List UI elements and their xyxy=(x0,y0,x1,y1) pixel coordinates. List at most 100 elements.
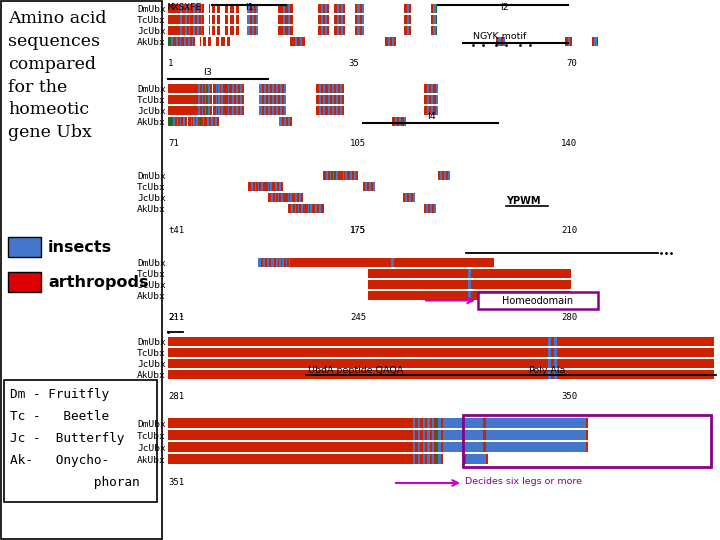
Bar xyxy=(205,106,206,115)
Bar xyxy=(203,95,205,104)
Bar xyxy=(255,182,256,191)
Bar xyxy=(226,84,228,93)
Bar xyxy=(238,95,240,104)
Bar xyxy=(289,193,290,202)
Bar xyxy=(265,182,268,191)
Text: Poly-Ala: Poly-Ala xyxy=(528,366,565,375)
Bar xyxy=(238,84,240,93)
Bar xyxy=(168,106,198,115)
Bar xyxy=(338,171,340,180)
Bar xyxy=(429,84,431,93)
Text: YPWM: YPWM xyxy=(506,196,541,206)
Bar xyxy=(275,182,277,191)
Text: JcUbx: JcUbx xyxy=(138,444,166,453)
Bar xyxy=(420,418,423,428)
Text: DmUbx: DmUbx xyxy=(138,172,166,181)
Bar xyxy=(252,15,254,24)
Bar xyxy=(225,95,226,104)
Bar xyxy=(281,182,283,191)
Bar xyxy=(418,430,420,440)
Bar xyxy=(415,430,418,440)
Bar xyxy=(263,258,265,267)
Bar xyxy=(427,454,430,464)
Text: 1: 1 xyxy=(168,59,174,68)
Bar xyxy=(291,258,391,267)
Bar xyxy=(208,84,210,93)
Bar xyxy=(221,95,223,104)
Bar xyxy=(427,418,430,428)
Bar xyxy=(256,4,258,13)
Bar xyxy=(199,4,201,13)
Bar xyxy=(225,15,228,24)
Text: arthropods: arthropods xyxy=(48,274,148,289)
Bar xyxy=(283,4,285,13)
Bar xyxy=(336,84,338,93)
Bar xyxy=(270,106,272,115)
Bar xyxy=(206,106,207,115)
Bar xyxy=(284,84,286,93)
Bar xyxy=(423,454,425,464)
Bar xyxy=(436,15,437,24)
Bar xyxy=(554,359,557,368)
Bar xyxy=(432,418,434,428)
Bar xyxy=(205,95,206,104)
Bar xyxy=(292,193,295,202)
Bar xyxy=(478,292,598,309)
Bar xyxy=(315,204,317,213)
Bar xyxy=(427,442,430,452)
Bar xyxy=(266,106,268,115)
Bar xyxy=(208,37,211,46)
Bar xyxy=(471,280,571,289)
Bar xyxy=(276,84,278,93)
Bar xyxy=(276,106,278,115)
Bar xyxy=(221,84,223,93)
Bar xyxy=(193,117,195,126)
Bar xyxy=(183,117,185,126)
Bar xyxy=(202,95,203,104)
Bar xyxy=(203,84,205,93)
Bar xyxy=(187,15,189,24)
Bar xyxy=(434,454,436,464)
Text: 351: 351 xyxy=(168,478,184,487)
Text: 211: 211 xyxy=(168,313,184,322)
Bar xyxy=(190,37,192,46)
Bar xyxy=(282,106,284,115)
Bar xyxy=(284,95,286,104)
Bar xyxy=(337,4,339,13)
Text: TcUbx: TcUbx xyxy=(138,432,166,441)
Bar xyxy=(168,95,198,104)
Bar xyxy=(430,442,432,452)
Bar xyxy=(217,106,218,115)
Bar xyxy=(278,193,279,202)
Bar xyxy=(418,454,420,464)
Bar xyxy=(284,117,286,126)
Bar xyxy=(288,117,290,126)
Bar xyxy=(338,84,340,93)
Bar xyxy=(190,15,193,24)
Bar xyxy=(415,454,418,464)
Bar xyxy=(182,15,185,24)
Bar xyxy=(463,415,711,467)
Bar xyxy=(251,182,253,191)
Bar xyxy=(200,117,201,126)
Bar xyxy=(420,454,423,464)
Bar xyxy=(434,418,436,428)
Bar xyxy=(319,106,321,115)
Bar xyxy=(217,95,218,104)
Bar xyxy=(355,26,357,35)
Bar xyxy=(425,442,427,452)
Text: NGYK motif: NGYK motif xyxy=(473,32,526,41)
Bar xyxy=(295,204,296,213)
Bar xyxy=(180,26,182,35)
Bar xyxy=(185,26,187,35)
Bar xyxy=(343,26,345,35)
Bar xyxy=(229,95,232,104)
Text: 70: 70 xyxy=(566,59,577,68)
Bar xyxy=(201,15,202,24)
Bar xyxy=(334,95,336,104)
Bar xyxy=(242,84,244,93)
Bar xyxy=(225,84,226,93)
Bar xyxy=(436,95,438,104)
Bar xyxy=(554,348,557,357)
Text: Homeodomain: Homeodomain xyxy=(503,295,574,306)
